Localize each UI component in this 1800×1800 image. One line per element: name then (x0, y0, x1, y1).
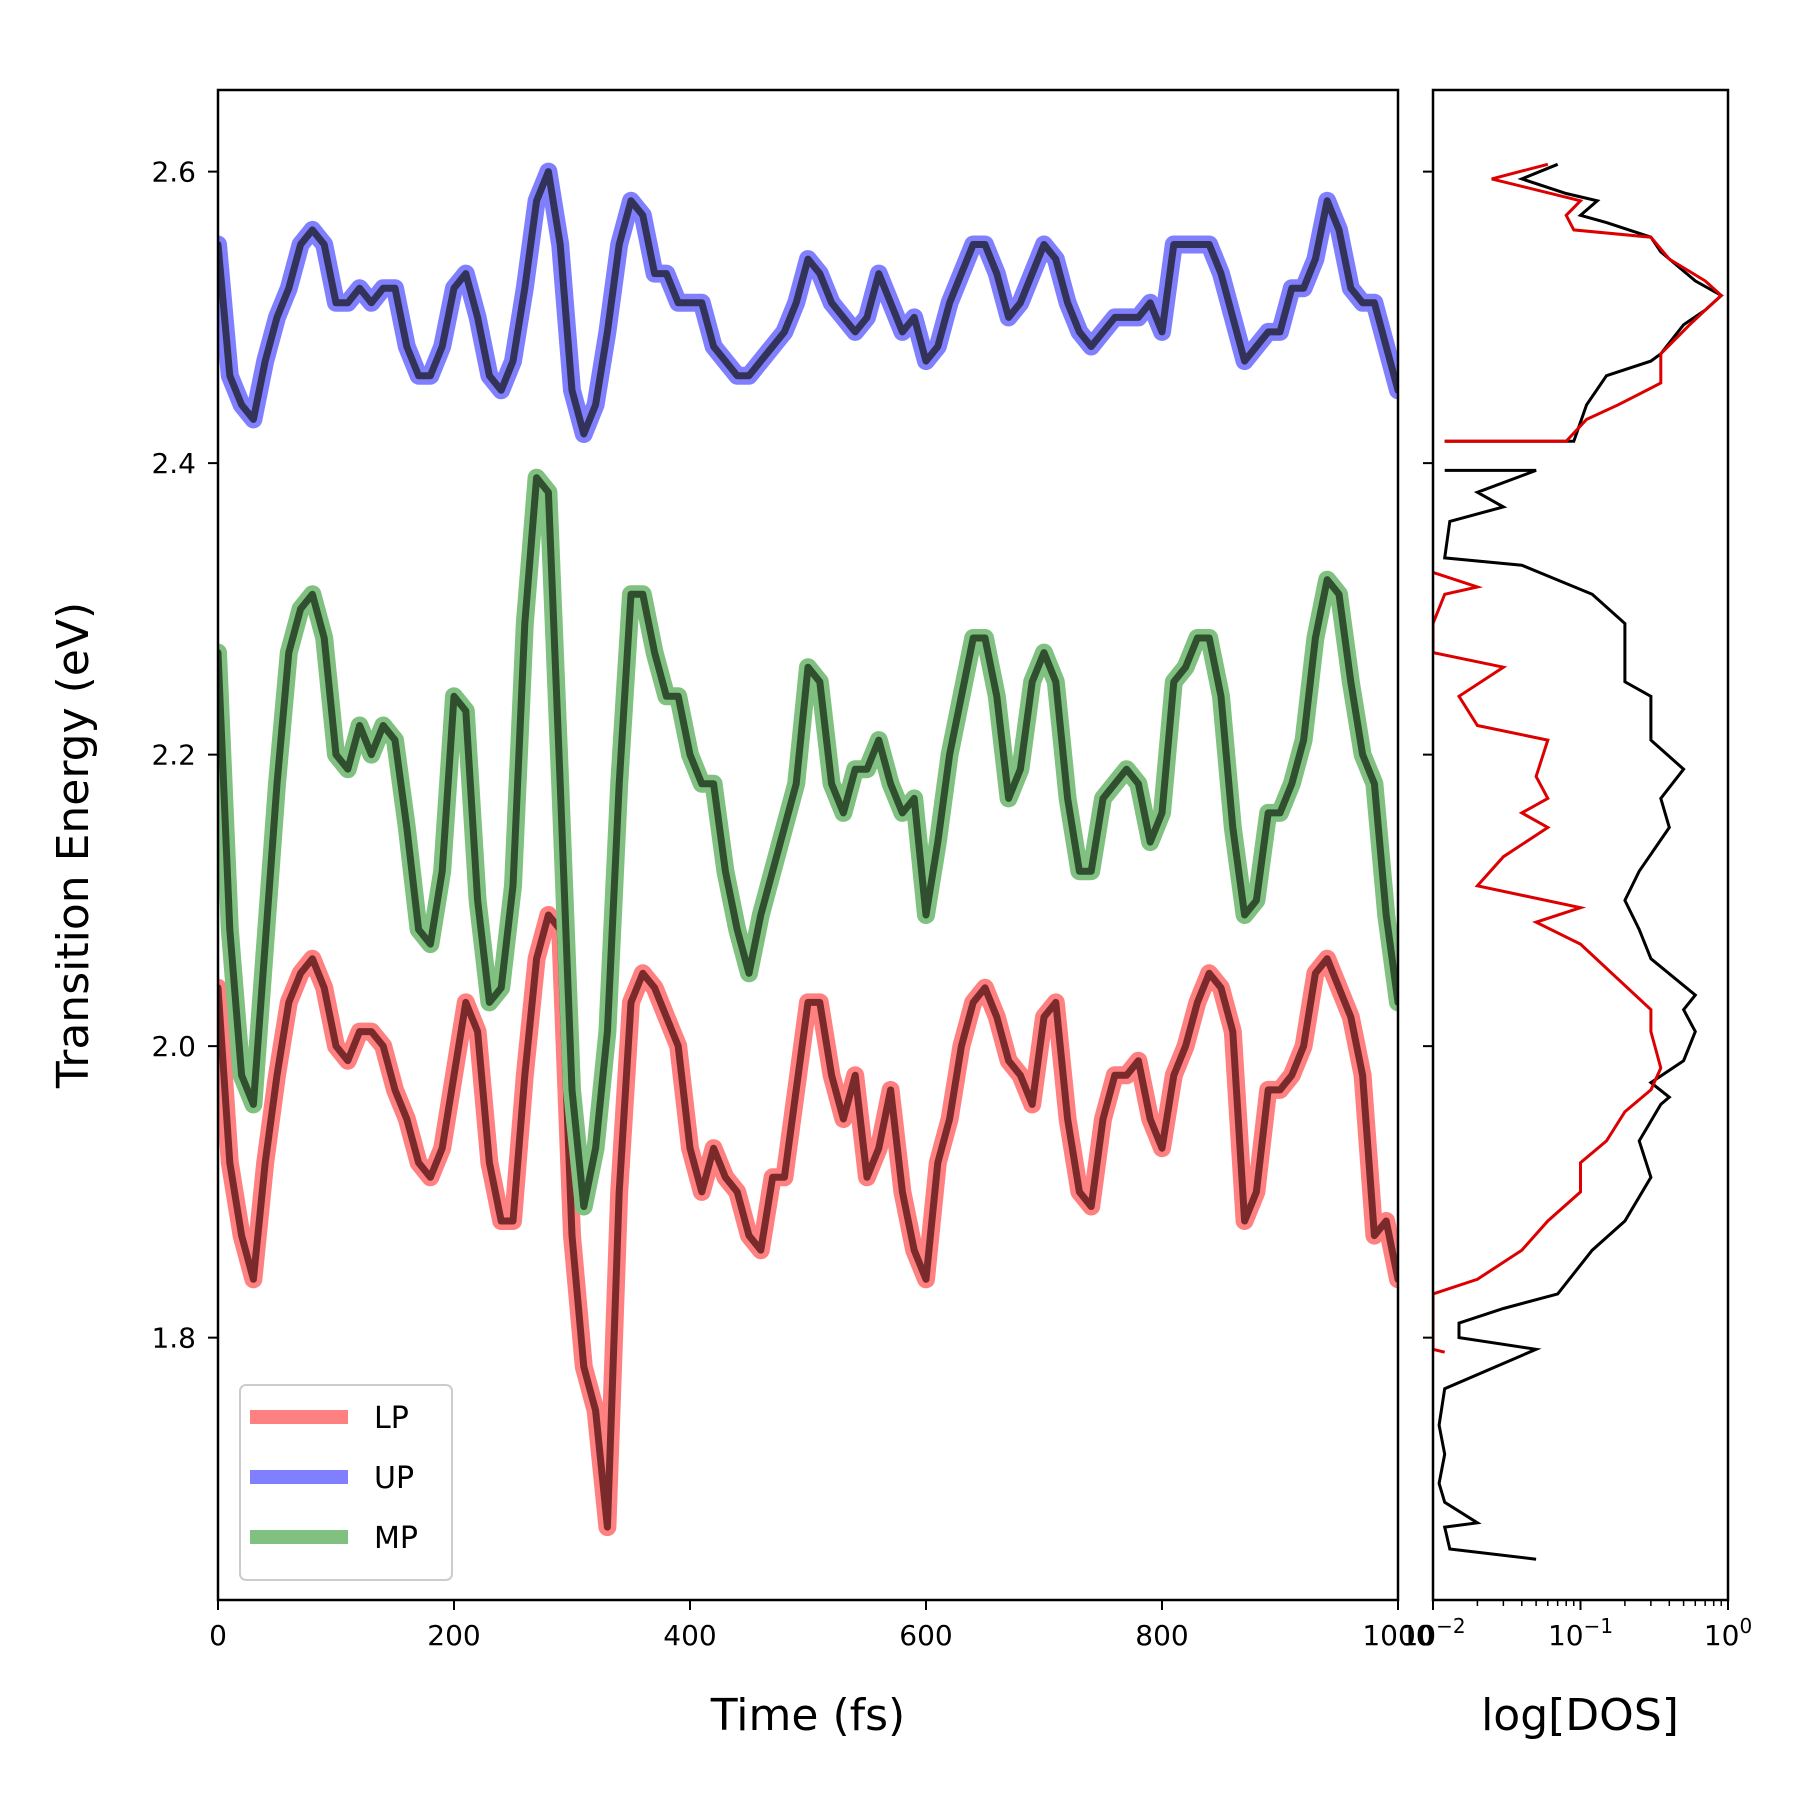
x-tick-label: 400 (663, 1619, 716, 1652)
main-y-axis-label: Transition Energy (eV) (48, 602, 99, 1089)
dos-curve-red-3 (1444, 162, 1724, 443)
y-tick-label: 2.6 (151, 156, 196, 189)
dos-curve-black-0 (1437, 468, 1698, 1561)
main-x-axis-label: Time (fs) (710, 1690, 905, 1741)
dos-curve-red-2 (1433, 570, 1663, 1354)
series-up-line (218, 168, 1398, 438)
legend-label-mp: MP (374, 1521, 418, 1556)
x-tick-label: 600 (899, 1619, 952, 1652)
y-tick-label: 1.8 (151, 1322, 196, 1355)
dos-x-axis-ticks: 10−2 10−1 100 (1400, 1600, 1752, 1652)
dos-x-axis-label: log[DOS] (1481, 1690, 1679, 1741)
series-lp-line (218, 911, 1398, 1531)
legend-label-lp: LP (374, 1401, 409, 1436)
main-series-group (218, 162, 1398, 1537)
main-y-axis-ticks: 1.8 2.0 2.2 2.4 2.6 (151, 156, 218, 1355)
dos-y-axis-ticks (1423, 170, 1433, 1339)
x-tick-label: 200 (427, 1619, 480, 1652)
dos-curve-black-1 (1444, 162, 1724, 443)
dos-x-tick-label: 10−1 (1548, 1614, 1613, 1652)
y-tick-label: 2.4 (151, 447, 196, 480)
x-tick-label: 0 (209, 1619, 227, 1652)
dos-series-group (1433, 162, 1724, 1561)
legend-label-up: UP (374, 1461, 414, 1496)
dos-x-tick-label: 100 (1704, 1614, 1752, 1652)
x-tick-label: 1000 (1362, 1619, 1433, 1652)
main-plot-frame (216, 88, 1400, 1602)
series-mp-line (218, 474, 1398, 1210)
y-tick-label: 2.2 (151, 739, 196, 772)
main-plot: 0 200 400 600 800 1000 1.8 2.0 2.2 2.4 2.6 Time (… (48, 88, 1434, 1741)
dos-plot: 10−2 10−1 100 log[DOS] (1400, 88, 1752, 1741)
y-tick-label: 2.0 (151, 1030, 196, 1063)
main-x-axis-ticks: 0 200 400 600 800 1000 (209, 1600, 1434, 1652)
x-tick-label: 800 (1135, 1619, 1188, 1652)
legend: LP UP MP (239, 1384, 453, 1581)
dos-x-tick-label: 10−2 (1400, 1614, 1465, 1652)
